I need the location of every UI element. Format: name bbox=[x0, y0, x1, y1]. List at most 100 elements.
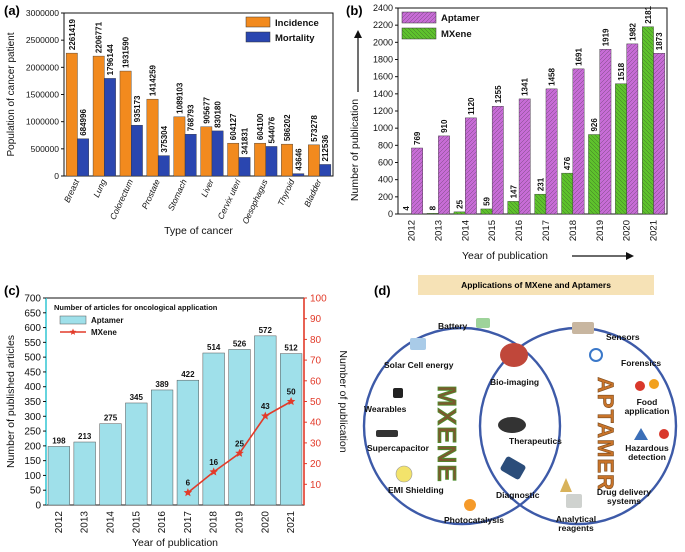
a-bar-mortality bbox=[131, 124, 143, 177]
venn-item-solar: Solar Cell energy bbox=[384, 360, 454, 370]
b-ytick-label: 1600 bbox=[373, 72, 393, 82]
c-mxene-label: 50 bbox=[287, 388, 296, 397]
reagent-rack-icon bbox=[566, 494, 582, 508]
a-bar-mortality bbox=[184, 134, 197, 177]
c-xtick-label: 2014 bbox=[106, 511, 117, 534]
c-xtick-label: 2015 bbox=[131, 511, 142, 534]
a-xtick-label: Lung bbox=[91, 177, 108, 199]
b-bar-mxene bbox=[534, 193, 547, 215]
b-bar-mxene bbox=[561, 172, 574, 215]
b-bar-aptamer bbox=[599, 49, 612, 215]
a-ylabel: Population of cancer patient bbox=[6, 32, 17, 156]
b-bar-label: 1120 bbox=[467, 97, 476, 115]
magnifier-icon bbox=[589, 348, 603, 362]
wearables-icon bbox=[393, 388, 403, 398]
c-mxene-label: 43 bbox=[261, 402, 270, 411]
a-xtick-label: Prostate bbox=[140, 177, 163, 210]
a-bar-label: 1089103 bbox=[175, 82, 184, 114]
c-legend-label: MXene bbox=[91, 328, 117, 337]
c-bar-label: 389 bbox=[155, 380, 169, 389]
b-xtick-label: 2012 bbox=[406, 220, 417, 241]
c-mxene-label: 16 bbox=[209, 458, 218, 467]
c-ytick-right-label: 70 bbox=[310, 356, 322, 367]
a-bar-incidence bbox=[227, 142, 240, 177]
b-ytick-label: 400 bbox=[378, 175, 393, 185]
hazard-icon bbox=[634, 428, 648, 440]
b-ytick-label: 0 bbox=[388, 209, 393, 219]
c-xtick-label: 2019 bbox=[235, 511, 246, 534]
b-legend-label: Aptamer bbox=[441, 13, 480, 24]
a-bar-label: 604127 bbox=[229, 113, 238, 140]
sun-icon bbox=[464, 499, 476, 511]
c-bar-label: 345 bbox=[130, 393, 144, 402]
a-ytick-label: 0 bbox=[54, 171, 59, 181]
a-xtick-label: Liver bbox=[199, 177, 216, 199]
apple-icon bbox=[635, 381, 645, 391]
a-xtick-label: Thyroid bbox=[275, 177, 296, 207]
c-bar-aptamer bbox=[254, 335, 277, 506]
a-bar-label: 1414259 bbox=[149, 64, 158, 96]
b-bar-label: 1873 bbox=[655, 32, 664, 50]
b-bar-aptamer bbox=[465, 117, 477, 215]
a-legend-swatch-mortality bbox=[245, 31, 271, 43]
c-ytick-right-label: 50 bbox=[310, 397, 322, 408]
b-xtick-label: 2019 bbox=[595, 220, 606, 241]
c-bar-aptamer bbox=[176, 379, 199, 506]
drug-icon bbox=[560, 478, 572, 492]
b-ylabel-arrow-head bbox=[354, 30, 362, 38]
a-bar-incidence bbox=[308, 144, 320, 177]
panel-label-d: (d) bbox=[374, 283, 391, 298]
c-ytick-label: 300 bbox=[24, 412, 41, 423]
a-bar-label: 375304 bbox=[160, 125, 169, 152]
b-bar-label: 769 bbox=[413, 131, 422, 145]
b-ytick-label: 2400 bbox=[373, 3, 393, 13]
solar-cell-icon bbox=[410, 338, 426, 350]
venn-item-wearables: Wearables bbox=[364, 404, 407, 414]
b-bar-label: 1691 bbox=[574, 48, 583, 66]
a-bar-incidence bbox=[200, 126, 213, 177]
c-bar-aptamer bbox=[125, 402, 148, 506]
a-bar-label: 905677 bbox=[202, 97, 211, 124]
c-xlabel: Year of publication bbox=[132, 537, 218, 549]
a-ytick-label: 500000 bbox=[31, 144, 60, 154]
b-ytick-label: 800 bbox=[378, 140, 393, 150]
c-legend-label: Aptamer bbox=[91, 316, 123, 325]
c-ytick-right-label: 20 bbox=[310, 459, 322, 470]
b-xlabel-arrow-head bbox=[626, 252, 634, 260]
a-bar-incidence bbox=[92, 55, 105, 177]
venn-item-emi: EMI Shielding bbox=[388, 485, 444, 495]
b-bar-mxene bbox=[453, 211, 466, 215]
c-ytick-right-label: 90 bbox=[310, 314, 322, 325]
venn-item-analytical: Analytical reagents bbox=[555, 514, 597, 534]
c-ytick-label: 550 bbox=[24, 338, 41, 349]
b-ytick-label: 2200 bbox=[373, 20, 393, 30]
c-ytick-right-label: 60 bbox=[310, 376, 322, 387]
c-ytick-label: 450 bbox=[24, 367, 41, 378]
venn-word-mxene: MXENE bbox=[432, 385, 462, 482]
sensor-icon bbox=[572, 322, 594, 334]
b-bar-mxene bbox=[480, 208, 493, 215]
b-legend-swatch-aptamer bbox=[401, 11, 437, 24]
b-ytick-label: 1200 bbox=[373, 106, 393, 116]
b-bar-aptamer bbox=[626, 43, 639, 215]
a-bar-mortality bbox=[157, 155, 170, 177]
a-bar-label: 830180 bbox=[214, 101, 223, 128]
a-bar-label: 1931590 bbox=[122, 36, 131, 68]
c-ytick-right-label: 40 bbox=[310, 418, 322, 429]
c-ytick-label: 500 bbox=[24, 353, 41, 364]
a-bar-label: 935173 bbox=[133, 95, 142, 122]
b-bar-aptamer bbox=[545, 88, 558, 215]
b-bar-label: 4 bbox=[402, 206, 411, 211]
c-ylabel: Number of published articles bbox=[5, 335, 17, 468]
b-bar-label: 8 bbox=[429, 205, 438, 210]
venn-word-aptamer: APTAMER bbox=[593, 377, 618, 491]
c-bar-aptamer bbox=[202, 352, 225, 506]
c-ytick-label: 400 bbox=[24, 382, 41, 393]
b-xtick-label: 2021 bbox=[649, 220, 660, 241]
c-mxene-point bbox=[261, 411, 270, 420]
venn-item-diagnostic: Diagnostic bbox=[496, 490, 540, 500]
a-xtick-label: Bladder bbox=[302, 177, 324, 209]
c-mxene-point bbox=[286, 397, 296, 406]
c-bar-label: 514 bbox=[207, 343, 221, 352]
c-bar-label: 275 bbox=[104, 414, 118, 423]
